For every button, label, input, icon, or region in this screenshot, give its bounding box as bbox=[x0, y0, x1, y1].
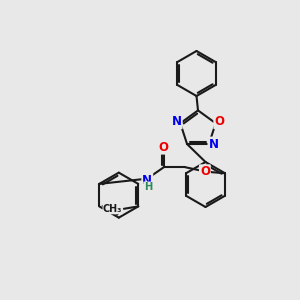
Text: N: N bbox=[208, 137, 218, 151]
Text: O: O bbox=[214, 115, 224, 128]
Text: N: N bbox=[172, 115, 182, 128]
Text: H: H bbox=[144, 182, 152, 192]
Text: O: O bbox=[200, 165, 210, 178]
Text: CH₃: CH₃ bbox=[103, 204, 122, 214]
Text: N: N bbox=[142, 174, 152, 187]
Text: O: O bbox=[159, 141, 169, 154]
